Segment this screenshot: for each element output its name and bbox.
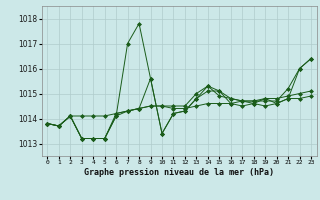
X-axis label: Graphe pression niveau de la mer (hPa): Graphe pression niveau de la mer (hPa) (84, 168, 274, 177)
